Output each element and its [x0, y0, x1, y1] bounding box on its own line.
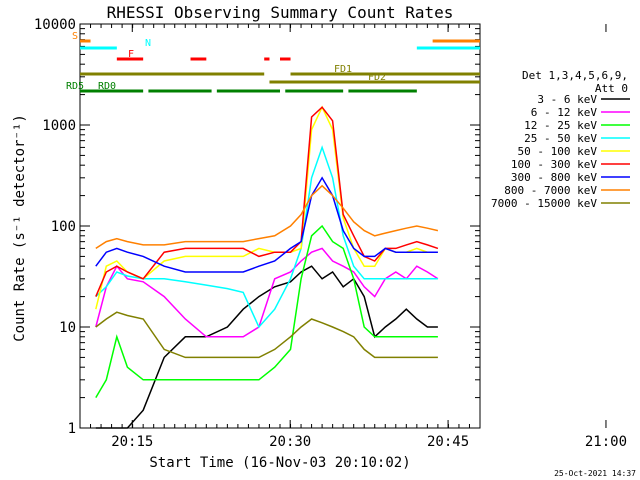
legend-title-line-1: Det 1,3,4,5,6,9, [522, 69, 628, 82]
series-line [95, 265, 438, 429]
legend-label: 12 - 25 keV [524, 119, 597, 132]
series-lines [95, 105, 439, 429]
y-tick-label: 1000 [42, 118, 76, 134]
legend-label: 6 - 12 keV [531, 106, 598, 119]
x-axis-label: Start Time (16-Nov-03 20:10:02) [149, 455, 410, 471]
x-tick-label: 20:30 [269, 434, 311, 450]
flag-label: RD0 [98, 81, 116, 92]
x-tick-label: 20:45 [427, 434, 469, 450]
y-tick-label: 100 [51, 219, 76, 235]
flag-label: FD1 [334, 64, 352, 75]
series-line [95, 106, 439, 297]
x-tick-label: 21:00 [585, 434, 627, 450]
series-line [95, 224, 438, 398]
legend-label: 25 - 50 keV [524, 132, 597, 145]
legend-label: 100 - 300 keV [511, 158, 597, 171]
legend-label: 3 - 6 keV [537, 93, 597, 106]
y-axis-label: Count Rate (s⁻¹ detector⁻¹) [12, 114, 28, 342]
legend-title-line-2: Att 0 [595, 82, 628, 95]
series-line [95, 176, 438, 273]
legend-label: 7000 - 15000 keV [491, 197, 597, 210]
flag-label: S [72, 31, 78, 42]
chart-title: RHESSI Observing Summary Count Rates [107, 3, 454, 22]
legend-label: 800 - 7000 keV [504, 184, 597, 197]
legend-label: 300 - 800 keV [511, 171, 597, 184]
timestamp: 25-Oct-2021 14:37 [554, 469, 636, 478]
y-tick-label: 1 [68, 421, 76, 437]
legend-label: 50 - 100 keV [518, 145, 598, 158]
flag-label: RD5 [66, 81, 84, 92]
flag-bars: S NF FD1 FD2 RD0 RD5 [66, 31, 480, 93]
x-tick-label: 20:15 [111, 434, 153, 450]
y-axis: 1 10 100 1000 10000 [34, 17, 480, 437]
flag-label: F [128, 49, 134, 60]
flag-label: N [145, 38, 151, 49]
flag-label: FD2 [368, 72, 386, 83]
series-line [95, 247, 439, 338]
y-tick-label: 10 [59, 320, 76, 336]
y-tick-label: 10000 [34, 17, 76, 33]
series-line [95, 311, 438, 359]
series-line [95, 184, 439, 250]
